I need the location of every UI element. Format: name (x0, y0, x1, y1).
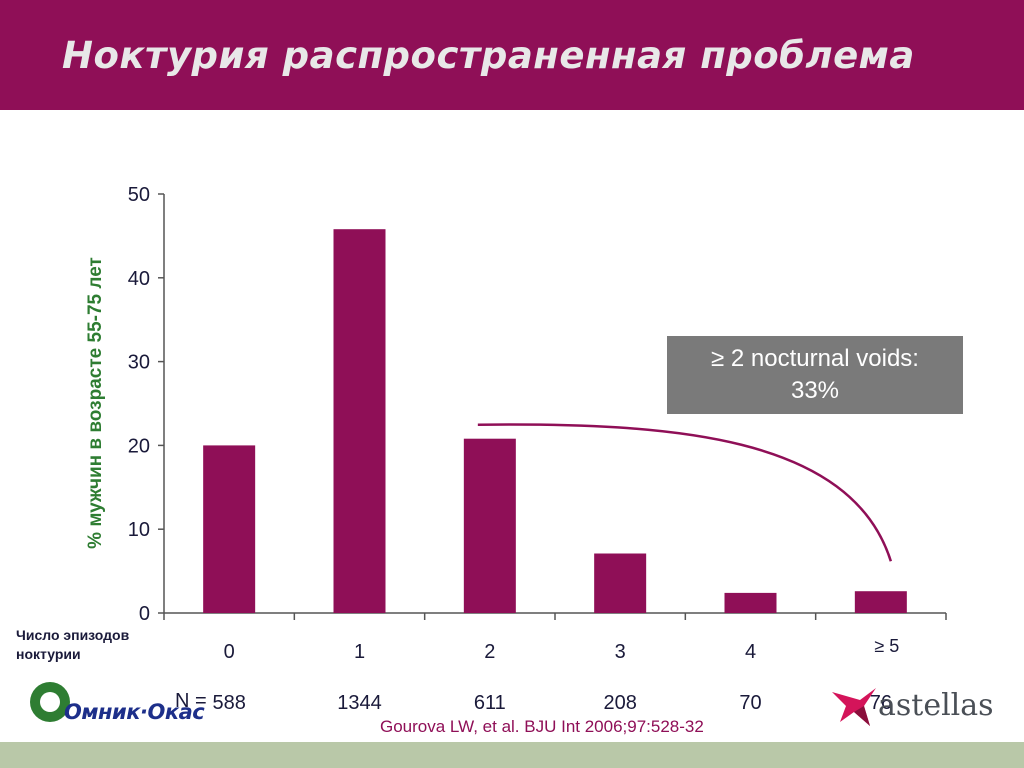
y-tick-label: 0 (139, 603, 150, 625)
x-tick-label: 1 (354, 641, 365, 663)
bar (463, 438, 516, 613)
omnik-okas-wordmark: Омник·Окас (64, 700, 205, 724)
y-axis-label: % мужчин в возрасте 55-75 лет (85, 257, 106, 549)
x-axis-label: Число эпизодов ноктурии (16, 627, 130, 662)
x-tick-label: 2 (484, 641, 495, 663)
x-tick-label: 3 (615, 641, 626, 663)
x-tick-label: 4 (745, 641, 756, 663)
n-value: 611 (474, 692, 506, 714)
x-tick-label: 0 (224, 641, 235, 663)
footer-band (0, 742, 1024, 768)
n-label: N = (175, 690, 207, 712)
title-banner: Ноктурия распространенная проблема (0, 0, 1024, 110)
annotation-line-2: 33% (790, 377, 840, 404)
n-value: 1344 (337, 692, 382, 714)
bar (854, 591, 907, 613)
n-value: 588 (212, 692, 245, 714)
n-value: 70 (739, 692, 761, 714)
n-value: 76 (870, 692, 892, 714)
astellas-logo: astellas (830, 684, 1000, 732)
bar (333, 229, 386, 614)
annotation-line-1: ≥ 2 nocturnal voids: (711, 345, 919, 372)
y-tick-label: 10 (128, 519, 150, 541)
y-tick-label: 30 (128, 352, 150, 374)
y-tick-label: 40 (128, 268, 150, 290)
n-value: 208 (603, 692, 636, 714)
annotation-arc (477, 423, 893, 562)
star-icon (832, 688, 876, 726)
astellas-wordmark: astellas (878, 688, 994, 723)
swirl-icon (30, 682, 70, 722)
slide-title: Ноктурия распространенная проблема (62, 34, 915, 77)
bar (203, 445, 256, 613)
annotation-callout: ≥ 2 nocturnal voids: 33% (667, 336, 963, 414)
x-tick-label: ≥ 5 (874, 636, 899, 656)
omnik-okas-logo: Омник·Окас (30, 680, 230, 728)
citation: Gourova LW, et al. BJU Int 2006;97:528-3… (380, 717, 704, 736)
y-tick-label: 50 (128, 184, 150, 206)
y-tick-label: 20 (128, 435, 150, 457)
bar (724, 592, 777, 613)
bar (594, 553, 647, 613)
